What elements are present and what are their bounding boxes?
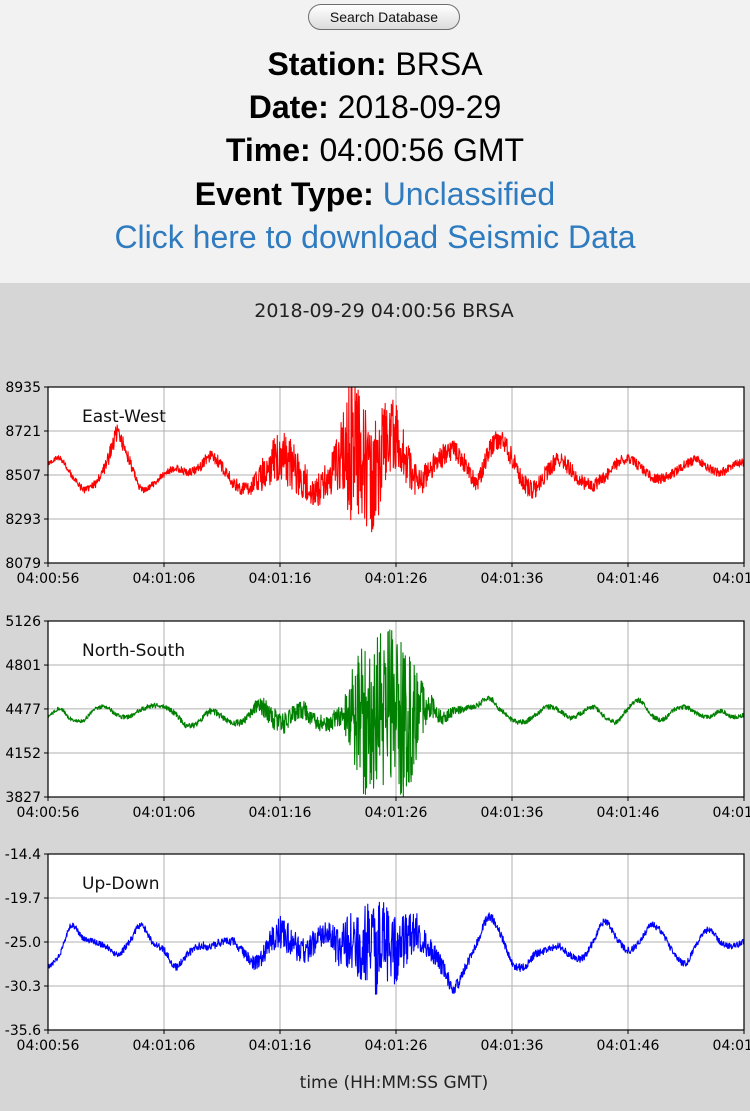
- y-tick-label: 8293: [5, 512, 41, 528]
- y-tick-label: 4801: [5, 658, 41, 674]
- download-line: Click here to download Seismic Data: [0, 217, 750, 257]
- download-seismic-data-link[interactable]: Click here to download Seismic Data: [114, 219, 636, 255]
- x-tick-label: 04:00:56: [17, 1038, 80, 1054]
- x-tick-label: 04:01:26: [365, 805, 428, 821]
- search-database-button[interactable]: Search Database: [308, 4, 460, 30]
- event-type-value[interactable]: Unclassified: [382, 176, 556, 212]
- y-tick-label: 8721: [5, 424, 41, 440]
- x-tick-label: 04:01:16: [249, 1038, 312, 1054]
- y-tick-label: 4152: [5, 746, 41, 762]
- x-tick-label: 04:01:56: [713, 1038, 750, 1054]
- series-label: East-West: [82, 407, 166, 427]
- plot-frame: [47, 853, 745, 1031]
- y-tick-label: 8935: [5, 380, 41, 396]
- date-line: Date: 2018-09-29: [0, 87, 750, 127]
- x-tick-label: 04:01:06: [133, 1038, 196, 1054]
- time-line: Time: 04:00:56 GMT: [0, 130, 750, 170]
- panel-up-down: 04:00:56 04:01:06 04:01:16 04:01:26 04:01:36…: [5, 847, 750, 1054]
- station-line: Station: BRSA: [0, 44, 750, 84]
- page-header: Search Database Station: BRSA Date: 2018…: [0, 0, 750, 283]
- x-axis-label: time (HH:MM:SS GMT): [300, 1073, 489, 1093]
- x-tick-label: 04:00:56: [17, 571, 80, 587]
- y-tick-label: -30.3: [5, 979, 41, 995]
- series-line-up-down: [47, 901, 745, 995]
- plot-frame: [47, 386, 745, 564]
- panel-east-west: 04:00:56 04:01:06 04:01:16 04:01:26 04:01:36…: [5, 380, 750, 587]
- panel-north-south: 04:00:56 04:01:06 04:01:16 04:01:26 04:01:36…: [5, 614, 750, 821]
- date-value: 2018-09-29: [337, 89, 502, 125]
- x-tick-label: 04:01:46: [597, 571, 660, 587]
- x-tick-label: 04:01:26: [365, 571, 428, 587]
- time-value: 04:00:56 GMT: [319, 132, 525, 168]
- x-tick-label: 04:01:36: [481, 1038, 544, 1054]
- seismogram-chart: 2018-09-29 04:00:56 BRSA 04:00:56 04:01:0…: [5, 300, 750, 1093]
- y-tick-label: -19.7: [5, 891, 41, 907]
- station-label: Station:: [267, 46, 387, 82]
- date-label: Date:: [248, 89, 329, 125]
- plot-frame: [47, 620, 745, 798]
- x-tick-label: 04:01:26: [365, 1038, 428, 1054]
- y-tick-label: 4477: [5, 702, 41, 718]
- series-line-north-south: [47, 629, 745, 798]
- y-tick-label: -14.4: [5, 847, 41, 863]
- y-tick-label: 8079: [5, 556, 41, 572]
- y-tick-label: 5126: [5, 614, 41, 630]
- x-tick-label: 04:01:16: [249, 805, 312, 821]
- seismogram-figure: 2018-09-29 04:00:56 BRSA 04:00:56 04:01:0…: [0, 283, 750, 1111]
- y-tick-label: 8507: [5, 468, 41, 484]
- chart-panels: 04:00:56 04:01:06 04:01:16 04:01:26 04:01:36…: [5, 380, 750, 1054]
- y-tick-label: 3827: [5, 790, 41, 806]
- x-tick-label: 04:01:56: [713, 805, 750, 821]
- series-label: North-South: [82, 641, 185, 661]
- x-tick-label: 04:01:06: [133, 805, 196, 821]
- x-tick-label: 04:01:46: [597, 805, 660, 821]
- x-tick-label: 04:01:36: [481, 805, 544, 821]
- x-tick-label: 04:01:16: [249, 571, 312, 587]
- x-tick-label: 04:00:56: [17, 805, 80, 821]
- y-tick-label: -35.6: [5, 1023, 41, 1039]
- y-tick-label: -25.0: [5, 935, 41, 951]
- x-tick-label: 04:01:46: [597, 1038, 660, 1054]
- event-type-label: Event Type:: [194, 176, 374, 212]
- x-tick-label: 04:01:56: [713, 571, 750, 587]
- series-label: Up-Down: [82, 874, 160, 894]
- x-tick-label: 04:01:36: [481, 571, 544, 587]
- x-tick-label: 04:01:06: [133, 571, 196, 587]
- time-label: Time:: [225, 132, 311, 168]
- event-type-line: Event Type: Unclassified: [0, 174, 750, 214]
- series-line-east-west: [47, 386, 745, 533]
- station-value: BRSA: [395, 46, 483, 82]
- chart-title: 2018-09-29 04:00:56 BRSA: [254, 300, 513, 322]
